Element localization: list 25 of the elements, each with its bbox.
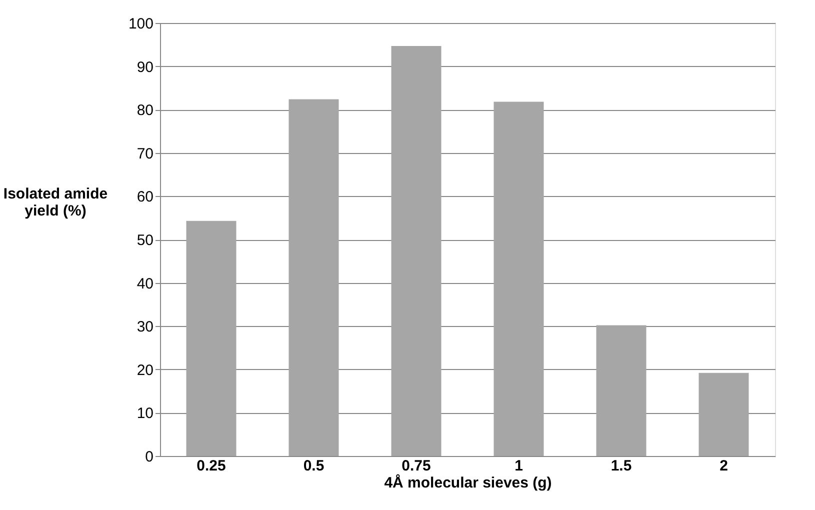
y-tick-label: 100 — [128, 16, 154, 32]
x-tick-label: 1.5 — [610, 458, 632, 474]
x-tick-label: 0.75 — [402, 458, 431, 474]
y-tick-label: 70 — [136, 145, 154, 162]
y-tick-label: 20 — [136, 362, 154, 379]
y-tick-label: 10 — [136, 405, 154, 422]
bar — [494, 102, 544, 456]
y-tick-label: 80 — [136, 102, 154, 120]
bar — [288, 99, 339, 456]
y-tick-label: 30 — [136, 318, 154, 336]
bar — [391, 46, 442, 456]
x-tick-label: 0.25 — [196, 458, 226, 474]
y-tick-label: 60 — [136, 188, 154, 206]
y-tick-label: 40 — [136, 275, 154, 292]
bar — [186, 220, 236, 456]
y-tick-label: 50 — [136, 232, 154, 249]
y-axis-title: Isolated amide yield (%) — [3, 186, 108, 220]
x-tick-label: 1 — [514, 458, 523, 474]
bar — [698, 372, 749, 456]
y-tick-label: 0 — [145, 448, 154, 466]
bar — [596, 325, 646, 456]
x-axis-title: 4Å molecular sieves (g) — [384, 474, 552, 492]
x-tick-label: 0.5 — [303, 458, 324, 474]
y-tick-label: 90 — [136, 58, 154, 76]
x-tick-label: 2 — [720, 458, 728, 474]
